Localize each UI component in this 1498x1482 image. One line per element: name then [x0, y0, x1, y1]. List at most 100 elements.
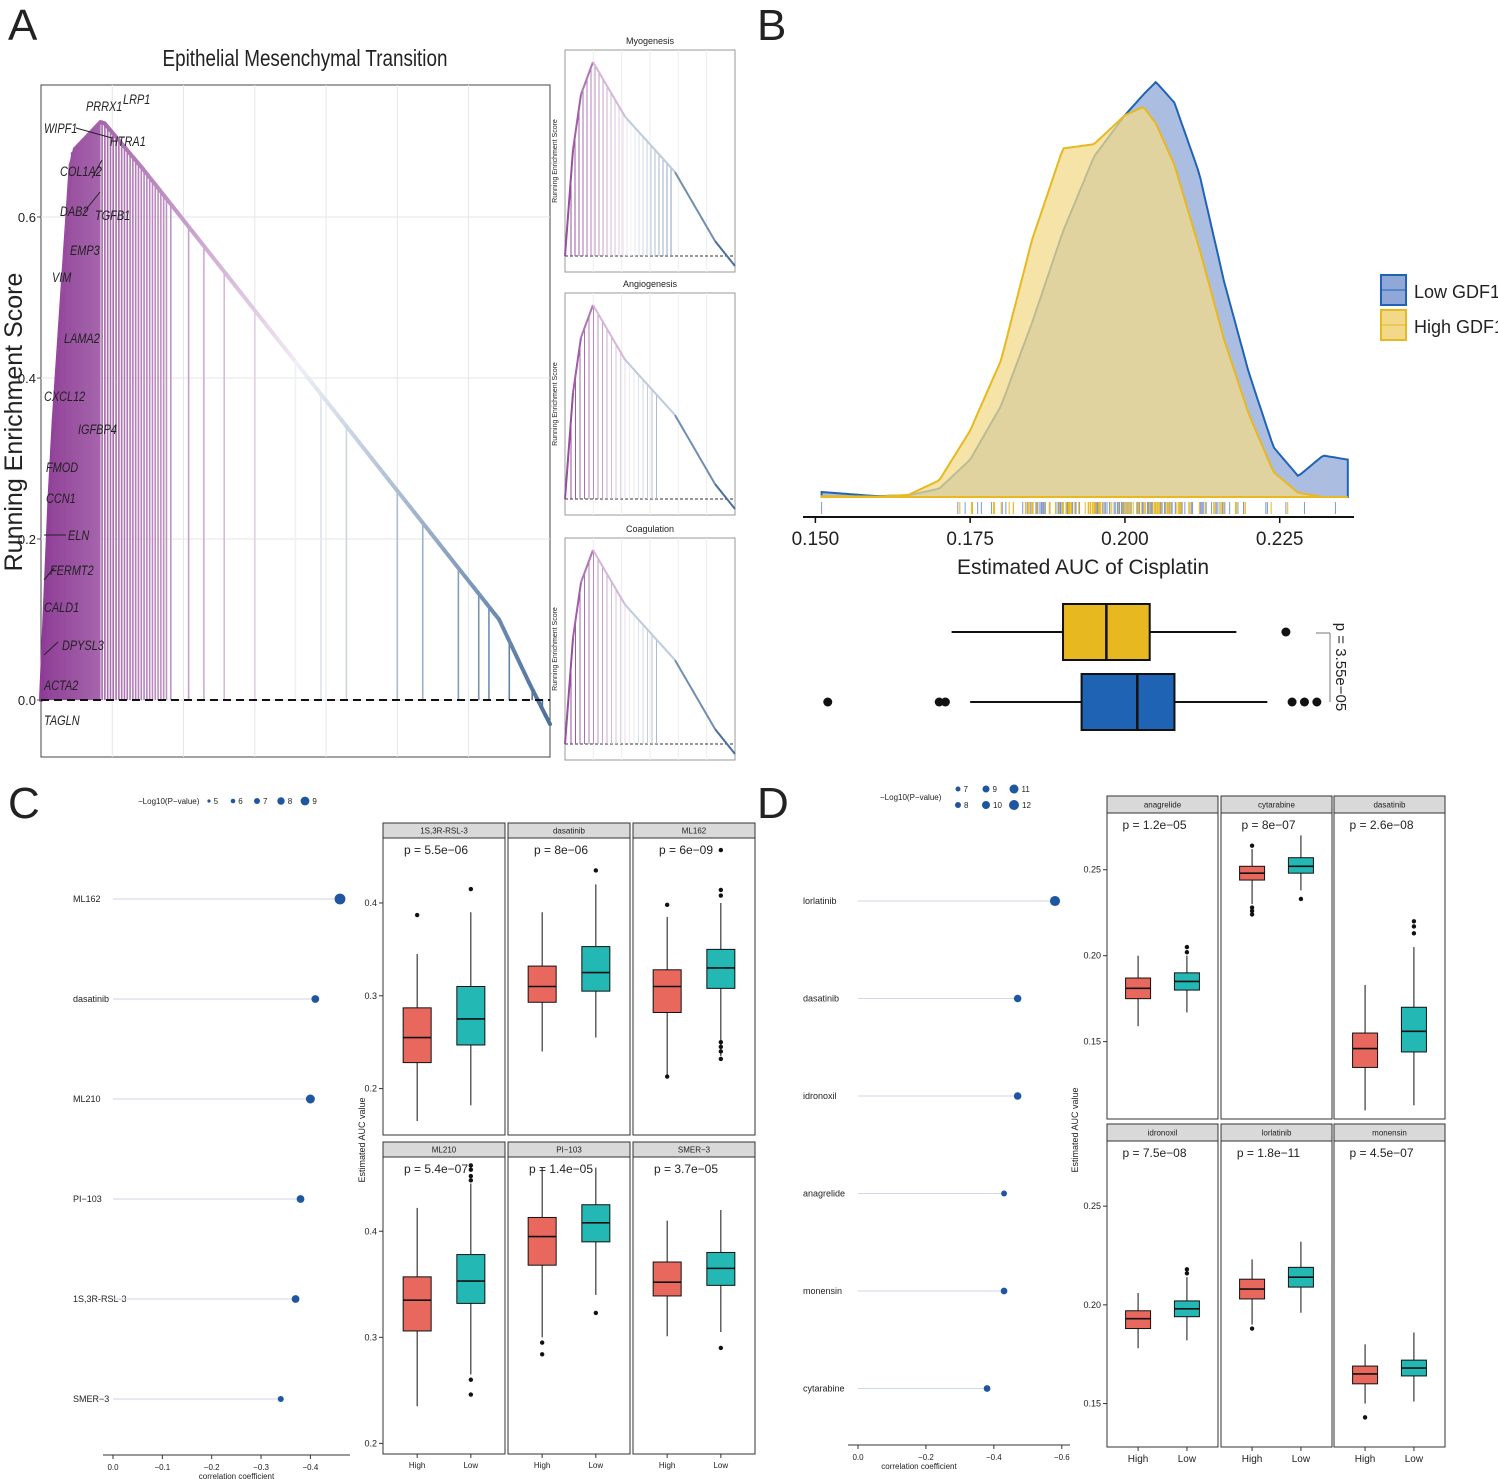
facet-pvalue: p = 4.5e−07	[1349, 1146, 1413, 1160]
size-legend-dot	[982, 801, 990, 809]
small-gsea-curve	[592, 61, 626, 118]
facet-ytick-label: 0.20	[1083, 951, 1101, 961]
gene-label: DPYSL3	[62, 638, 104, 654]
facet-strip-label: ML210	[432, 1146, 457, 1155]
facet-outlier	[1249, 843, 1255, 848]
facet-outlier	[1249, 1326, 1255, 1331]
facet-outlier	[1298, 896, 1304, 902]
facet-xtick-label: High	[1242, 1454, 1263, 1465]
panel-c: ML162 dasatinib ML210 PI−103 1S,3R-RSL-3 SMER…	[73, 796, 756, 1481]
facet-pvalue: p = 7.5e−08	[1122, 1146, 1186, 1160]
facet-xtick-label: Low	[1178, 1454, 1197, 1465]
facet-outlier	[468, 1178, 474, 1183]
gsea-ytick-label: 0.2	[18, 532, 36, 547]
size-legend-label: 10	[993, 801, 1002, 810]
gene-label: ELN	[68, 528, 90, 544]
facet-xtick-label: Low	[713, 1461, 728, 1470]
facet-outlier	[718, 893, 724, 898]
facet-panel	[1333, 812, 1446, 1120]
lollipop-label: ML162	[73, 894, 101, 904]
legend-label-low: Low GDF15	[1414, 282, 1498, 302]
facet-panel	[1220, 1140, 1333, 1448]
facet-panel	[632, 1156, 756, 1455]
panel-label-c: C	[8, 779, 40, 828]
lollipop-dot	[1049, 895, 1061, 907]
facet-outlier	[1362, 1415, 1368, 1420]
density-xlabel: Estimated AUC of Cisplatin	[957, 556, 1209, 579]
cis-outlier	[823, 697, 833, 707]
facet-outlier	[1184, 1267, 1190, 1272]
facet-panel	[1106, 812, 1219, 1120]
small-gsea-curve	[564, 392, 574, 500]
lollipop-label: ML210	[73, 1094, 101, 1104]
facet-ytick-label: 0.15	[1083, 1037, 1101, 1047]
facet-outlier	[1184, 1271, 1190, 1276]
small-gsea-curve	[572, 94, 582, 151]
lollipop-dot	[1013, 994, 1022, 1003]
cis-outlier	[1312, 697, 1322, 707]
cis-outlier	[940, 697, 950, 707]
facet-outlier	[468, 1392, 474, 1397]
facet-pvalue: p = 6e−09	[659, 843, 713, 857]
box-ylabel: Estimated AUC value	[1070, 1087, 1080, 1172]
facet-xtick-label: Low	[1405, 1454, 1424, 1465]
gene-arrow	[43, 567, 55, 581]
facet-box	[652, 1261, 682, 1297]
facet-ytick-label: 0.4	[364, 1226, 377, 1236]
facet-outlier	[718, 1049, 724, 1054]
facet-panel	[507, 837, 631, 1136]
facet-ytick-label: 0.2	[364, 1438, 377, 1448]
size-legend-label: 8	[964, 801, 969, 810]
facet-ytick-label: 0.15	[1083, 1399, 1101, 1409]
small-gsea-curve	[714, 240, 736, 267]
facet-outlier	[1184, 944, 1190, 950]
facet-box	[456, 1254, 486, 1304]
facet-pvalue: p = 8e−07	[1241, 818, 1295, 832]
facet-strip-label: anagrelide	[1144, 801, 1182, 810]
small-gsea-title: Coagulation	[626, 524, 674, 534]
size-legend-label: 7	[263, 797, 268, 806]
panel-a: Epithelial Mesenchymal Transition Runnin…	[0, 36, 736, 761]
facet-ytick-label: 0.25	[1083, 1201, 1101, 1211]
lollipop-label: SMER−3	[73, 1394, 109, 1404]
small-gsea-curve	[592, 304, 626, 361]
gene-label: CCN1	[46, 491, 76, 507]
size-legend-dot	[277, 797, 285, 805]
facet-xtick-label: High	[534, 1461, 550, 1470]
facet-xtick-label: Low	[463, 1461, 478, 1470]
facet-box	[402, 1276, 432, 1332]
gene-label: PRRX1	[86, 99, 122, 115]
facet-box	[527, 1216, 557, 1266]
density-legend: Low GDF15 High GDF15	[1380, 274, 1498, 341]
facet-box	[581, 946, 611, 992]
facet-pvalue: p = 1.2e−05	[1122, 818, 1186, 832]
gene-label: DAB2	[60, 204, 89, 220]
small-gsea-title: Angiogenesis	[623, 279, 678, 289]
lollipop-label: anagrelide	[803, 1189, 845, 1199]
facet-outlier	[664, 902, 670, 908]
gene-label: FMOD	[46, 460, 78, 476]
size-legend-dot	[982, 785, 990, 793]
lollipop-dot	[305, 1094, 315, 1104]
size-legend-dot	[300, 796, 310, 806]
cis-outlier	[1299, 697, 1309, 707]
facet-outlier	[414, 912, 420, 918]
gsea-ylabel: Running Enrichment Score	[0, 273, 28, 572]
gene-label: LAMA2	[64, 331, 100, 347]
density-xtick-label: 0.225	[1256, 529, 1304, 550]
facet-panel	[1333, 1140, 1446, 1448]
cis-outlier	[1287, 697, 1297, 707]
lollipop-dot	[277, 1396, 284, 1402]
facet-strip-label: 1S,3R-RSL-3	[420, 827, 468, 836]
gsea-running-score	[543, 713, 552, 727]
gsea-ytick-label: 0.4	[18, 371, 36, 386]
gene-label: TGFB1	[95, 208, 130, 224]
lollipop-dot	[1013, 1092, 1022, 1100]
gsea-title: Epithelial Mesenchymal Transition	[163, 46, 448, 71]
gene-label: LRP1	[123, 92, 150, 108]
facet-outlier	[718, 1039, 724, 1045]
gene-label: FERMT2	[50, 563, 94, 579]
lollipop-label: idronoxil	[803, 1091, 837, 1101]
lollipop-xtick-label: −0.2	[918, 1453, 934, 1462]
gsea-running-score	[60, 227, 69, 295]
